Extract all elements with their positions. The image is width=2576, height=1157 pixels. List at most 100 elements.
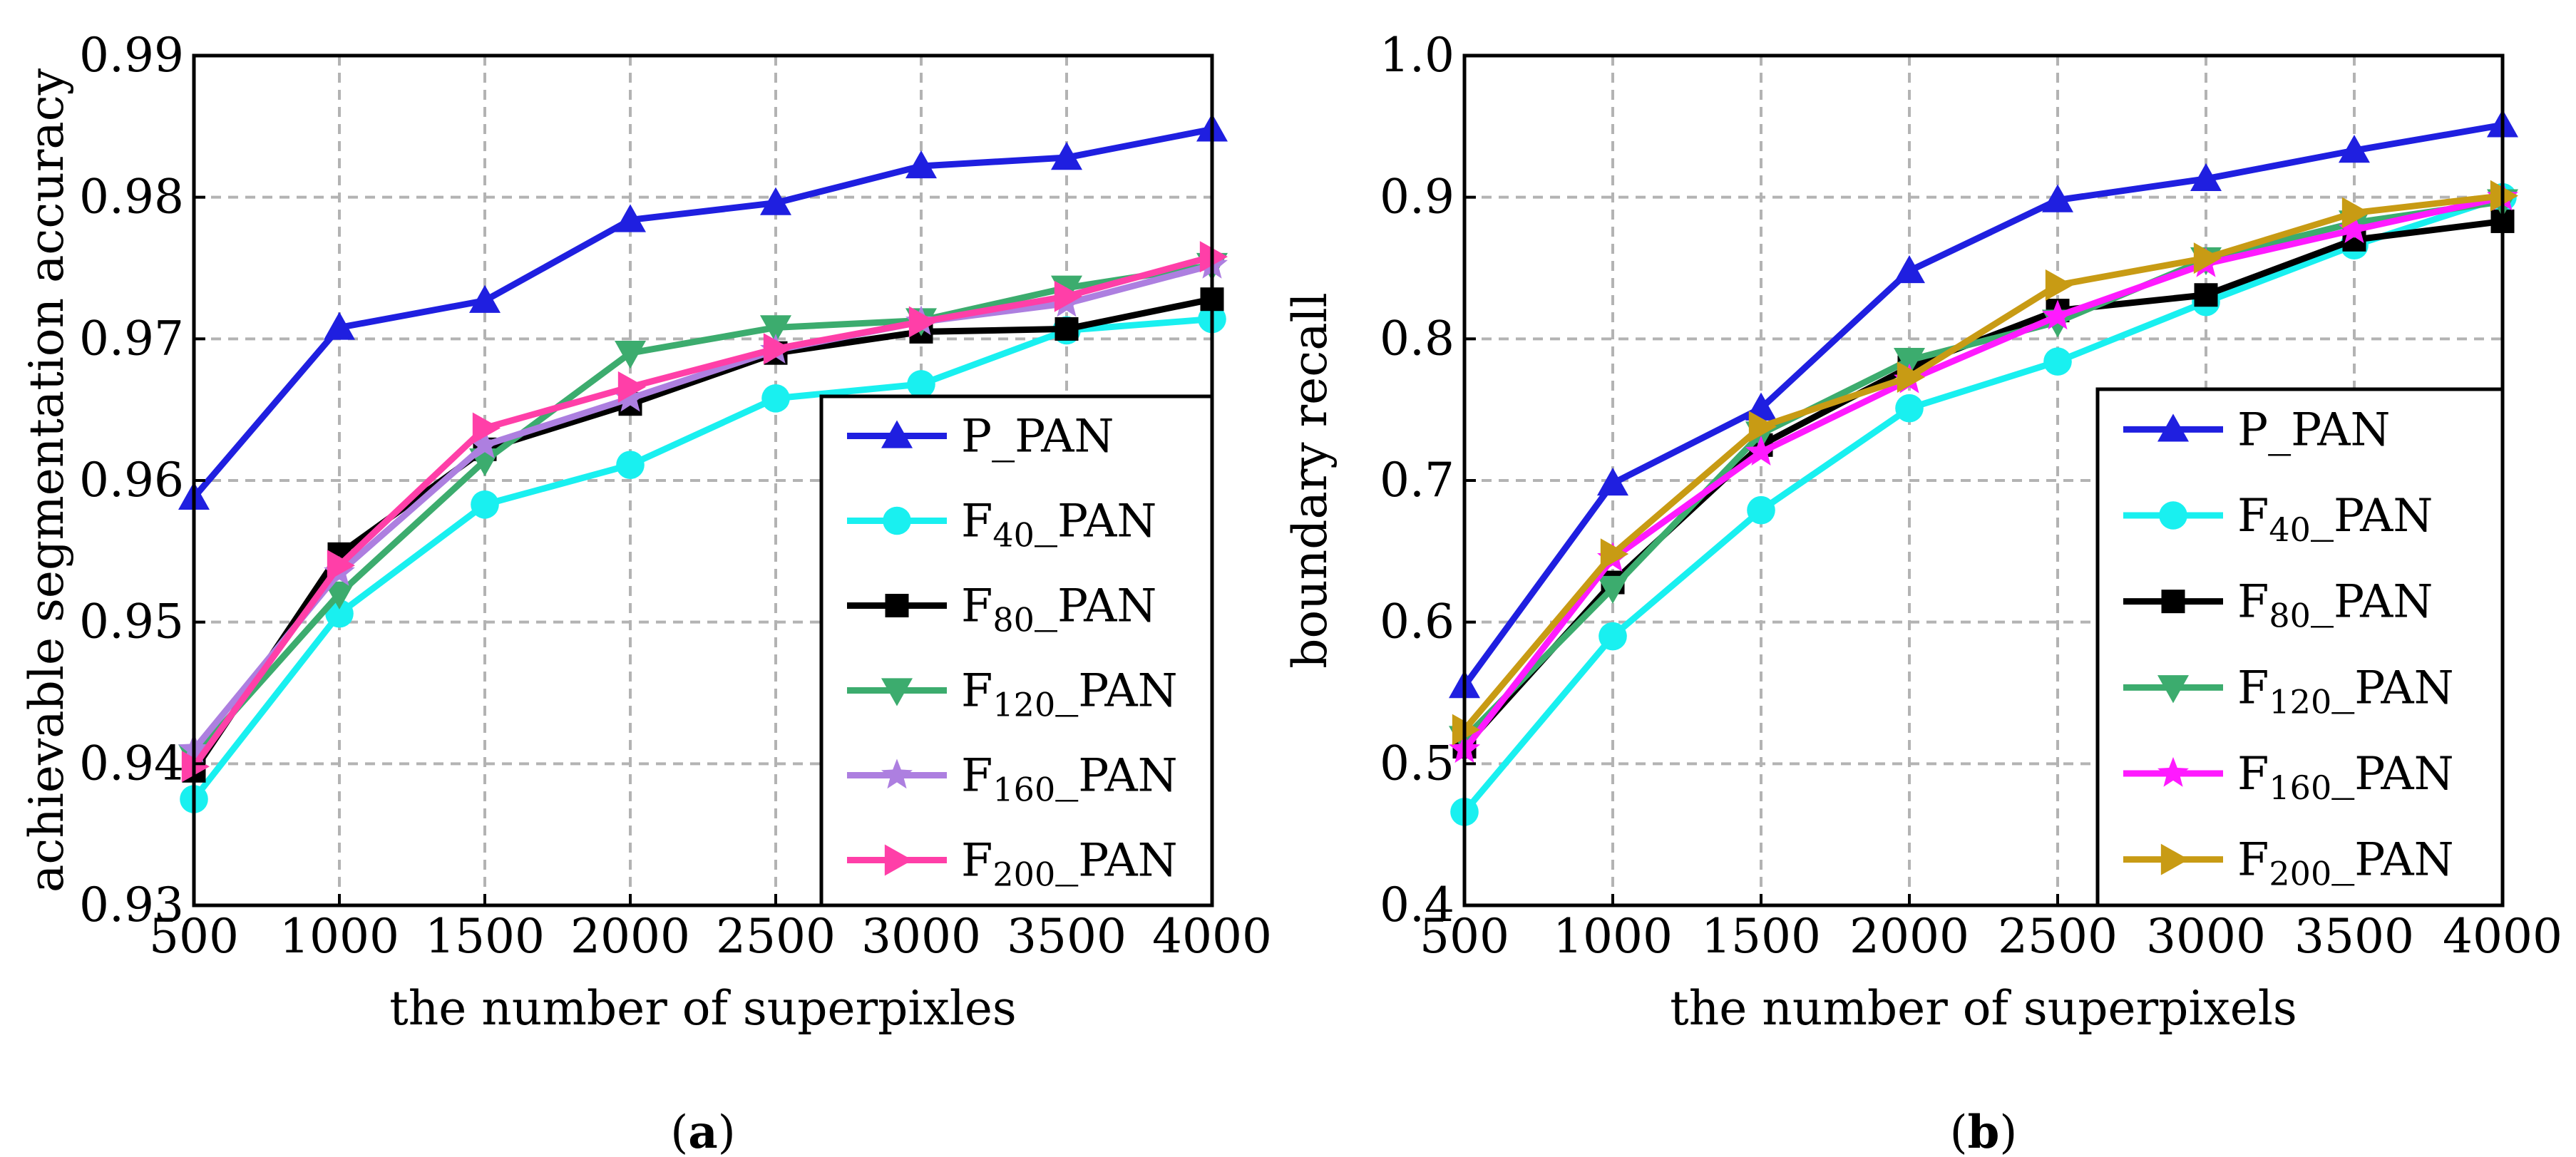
data-point xyxy=(2045,269,2073,301)
data-point xyxy=(1897,361,1925,393)
y-tick-label: 0.4 xyxy=(1380,878,1454,932)
data-point xyxy=(1745,436,1777,466)
data-point xyxy=(1597,467,1628,496)
chart-panel-a: 500 1000 1500 2000 2500 3000 3500 4000 0.93 0.94 0… xyxy=(19,28,1272,1157)
data-point xyxy=(1895,394,1924,423)
legend-label-main: F xyxy=(2237,576,2269,629)
legend-label-main: F xyxy=(2237,834,2269,887)
caption-panel-letter: b xyxy=(1968,1106,2000,1157)
x-tick-label: 3500 xyxy=(1007,909,1127,964)
y-axis-label: achievable segmentation accuracy xyxy=(19,68,74,893)
data-point xyxy=(2190,163,2222,191)
data-point xyxy=(469,284,501,313)
data-point xyxy=(1597,575,1628,604)
legend-label-subscript: 40 xyxy=(2269,510,2311,549)
data-point xyxy=(324,312,355,340)
legend-label-subscript: 160 xyxy=(2269,768,2331,807)
series-line xyxy=(191,262,1213,759)
legend-label-main: F xyxy=(961,750,992,803)
data-point xyxy=(2042,299,2073,330)
legend-label: F120_PAN xyxy=(961,665,1178,724)
data-point xyxy=(1894,254,1925,284)
data-point xyxy=(324,581,355,610)
legend-marker xyxy=(2157,413,2189,442)
x-tick-label: 2500 xyxy=(716,909,836,964)
y-tick-label: 0.99 xyxy=(79,28,184,83)
legend-label: P_PAN xyxy=(2237,403,2390,456)
data-point xyxy=(2339,213,2370,244)
x-tick-label: 4000 xyxy=(2443,909,2562,964)
x-tick-label: 3000 xyxy=(861,909,981,964)
data-point xyxy=(1054,317,1079,341)
data-point xyxy=(905,150,937,179)
data-point xyxy=(616,451,645,479)
x-tick-label: 3000 xyxy=(2146,909,2266,964)
legend-label: F120_PAN xyxy=(2237,662,2454,721)
data-point xyxy=(472,412,501,444)
x-tick-label: 2000 xyxy=(570,909,690,964)
legend-label-subscript: 80 xyxy=(992,601,1035,639)
data-point xyxy=(617,371,646,403)
y-tick-label: 0.95 xyxy=(79,595,184,649)
legend-label-main: F xyxy=(961,835,992,888)
x-tick-label: 500 xyxy=(149,909,239,964)
panel-caption: (a) xyxy=(670,1106,735,1157)
legend-label-tail: _PAN xyxy=(1055,750,1177,803)
series-line xyxy=(191,296,1213,773)
x-tick-label: 500 xyxy=(1420,909,1509,964)
legend-marker xyxy=(885,594,909,617)
y-tick-label: 0.94 xyxy=(79,736,184,791)
data-point xyxy=(907,370,935,398)
legend-label-main: F xyxy=(961,580,992,633)
y-axis-label: boundary recall xyxy=(1283,292,1338,669)
data-point xyxy=(1600,538,1628,570)
legend-label-subscript: 40 xyxy=(992,516,1035,555)
chart-panel-b: 500 1000 1500 2000 2500 3000 3500 4000 0.4 0.5 0.6… xyxy=(1283,28,2562,1157)
y-tick-label: 0.97 xyxy=(79,311,184,366)
data-point xyxy=(760,187,791,215)
legend-marker xyxy=(881,420,913,448)
data-point xyxy=(761,384,790,413)
caption-panel-letter: a xyxy=(688,1106,717,1157)
data-point xyxy=(325,599,354,628)
data-point xyxy=(763,333,791,365)
legend-label-subscript: 200 xyxy=(2269,855,2331,893)
series-line xyxy=(1462,192,2503,732)
legend-label-tail: _PAN xyxy=(1055,835,1177,888)
legend-label: F40_PAN xyxy=(2237,490,2433,549)
x-axis-label: the number of superpixles xyxy=(389,981,1017,1036)
data-point xyxy=(469,428,501,459)
data-point xyxy=(1894,347,1925,376)
legend-label: F200_PAN xyxy=(961,835,1178,894)
data-point xyxy=(2193,242,2222,274)
legend-label-main: F xyxy=(2237,662,2269,714)
legend-label-subscript: 160 xyxy=(992,771,1055,809)
series-line xyxy=(191,253,1213,768)
legend-label-tail: _PAN xyxy=(2331,662,2453,714)
y-tick-label: 0.8 xyxy=(1380,311,1454,366)
legend-label-subscript: 80 xyxy=(2269,597,2311,635)
y-tick-label: 0.98 xyxy=(79,170,184,225)
legend-box xyxy=(819,394,1214,907)
legend-label-main: F xyxy=(961,495,992,548)
legend-label-main: F xyxy=(2237,748,2269,801)
x-tick-label: 1000 xyxy=(1553,909,1673,964)
legend-label: F200_PAN xyxy=(2237,834,2454,893)
legend-label-tail: _PAN xyxy=(2311,490,2433,542)
legend-label-main: F xyxy=(961,665,992,718)
data-point xyxy=(760,315,791,344)
y-tick-label: 0.6 xyxy=(1380,595,1454,649)
data-point xyxy=(615,341,646,369)
legend-marker xyxy=(2157,675,2189,704)
legend-label-subscript: 120 xyxy=(2269,682,2331,721)
caption-close-paren: ) xyxy=(718,1106,736,1157)
legend-marker xyxy=(881,759,913,789)
legend-marker xyxy=(884,844,913,876)
y-tick-label: 0.5 xyxy=(1380,736,1454,791)
legend-label: P_PAN xyxy=(961,411,1114,463)
x-tick-label: 3500 xyxy=(2294,909,2414,964)
x-axis-label: the number of superpixels xyxy=(1670,981,2297,1036)
legend-label-main: F xyxy=(2237,490,2269,542)
legend-label: F80_PAN xyxy=(961,580,1156,639)
